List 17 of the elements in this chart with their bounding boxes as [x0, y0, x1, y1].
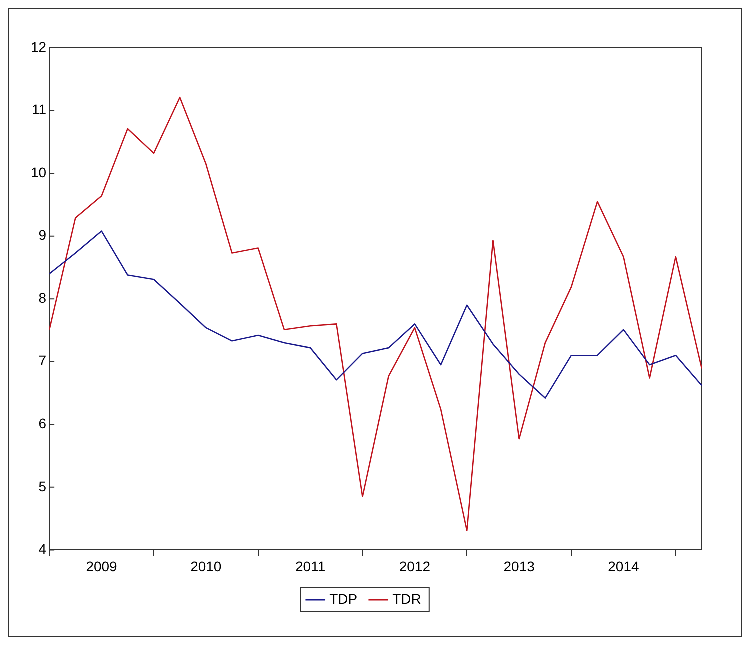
y-tick-label: 12: [30, 38, 47, 55]
x-tick-label: 2014: [608, 558, 640, 574]
y-tick-label: 5: [38, 478, 47, 494]
x-tick-label: 2011: [295, 558, 326, 574]
legend-label: TDP: [330, 590, 358, 607]
y-tick-label: 11: [32, 102, 47, 118]
x-tick-label: 2009: [86, 558, 118, 574]
y-tick-label: 6: [38, 416, 47, 432]
y-tick-label: 8: [38, 290, 47, 306]
legend-label: TDR: [392, 590, 422, 607]
y-tick-label: 10: [30, 164, 47, 180]
y-tick-label: 4: [38, 541, 47, 558]
x-tick-label: 2012: [399, 558, 431, 574]
y-tick-label: 7: [38, 352, 47, 369]
x-tick-label: 2013: [504, 558, 536, 574]
x-tick-label: 2010: [190, 558, 222, 574]
y-tick-label: 9: [38, 227, 47, 244]
